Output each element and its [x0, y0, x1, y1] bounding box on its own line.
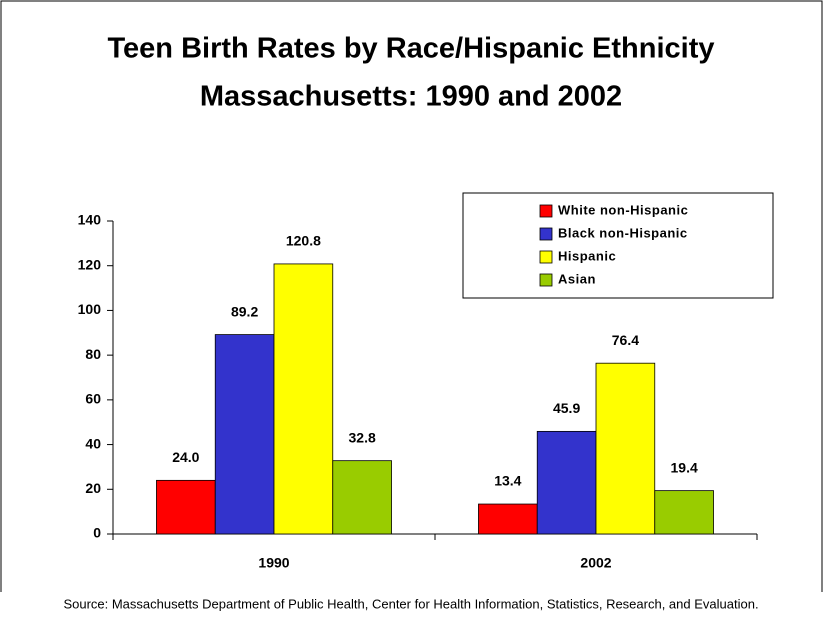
bar: [536, 430, 597, 535]
x-tick-label: 2002: [580, 555, 611, 571]
value-label: 120.8: [286, 233, 321, 249]
legend-swatch: [539, 273, 553, 287]
value-label: 19.4: [671, 459, 698, 475]
bar: [332, 460, 392, 535]
bar: [478, 503, 538, 535]
y-tick-label: 0: [93, 525, 101, 541]
y-tick-label: 60: [85, 391, 101, 407]
value-label: 76.4: [612, 332, 639, 348]
y-tick-label: 20: [85, 480, 101, 496]
legend-label: Black non-Hispanic: [558, 225, 688, 240]
legend-swatch: [539, 227, 553, 241]
bar: [273, 263, 334, 535]
y-tick-label: 40: [85, 435, 101, 451]
legend-label: Asian: [558, 271, 596, 286]
y-tick-label: 80: [85, 346, 101, 362]
x-tick-label: 1990: [258, 555, 289, 571]
value-label: 89.2: [231, 303, 258, 319]
frame: [0, 0, 823, 592]
value-label: 32.8: [349, 429, 376, 445]
bar: [214, 334, 275, 535]
legend-swatch: [539, 204, 553, 218]
legend-swatch: [539, 250, 553, 264]
bar: [654, 490, 714, 535]
legend-label: Hispanic: [558, 248, 616, 263]
chart-title: Massachusetts: 1990 and 2002: [200, 81, 622, 113]
y-tick-label: 120: [78, 256, 102, 272]
value-label: 24.0: [172, 449, 199, 465]
bar: [156, 479, 216, 535]
source-note: Source: Massachusetts Department of Publ…: [63, 596, 758, 611]
y-tick-label: 140: [78, 212, 102, 228]
legend-label: White non-Hispanic: [558, 202, 688, 217]
chart-title: Teen Birth Rates by Race/Hispanic Ethnic…: [107, 33, 714, 65]
bar: [595, 362, 656, 535]
value-label: 13.4: [494, 473, 521, 489]
legend-box: [462, 192, 774, 299]
value-label: 45.9: [553, 400, 580, 416]
y-tick-label: 100: [78, 301, 102, 317]
